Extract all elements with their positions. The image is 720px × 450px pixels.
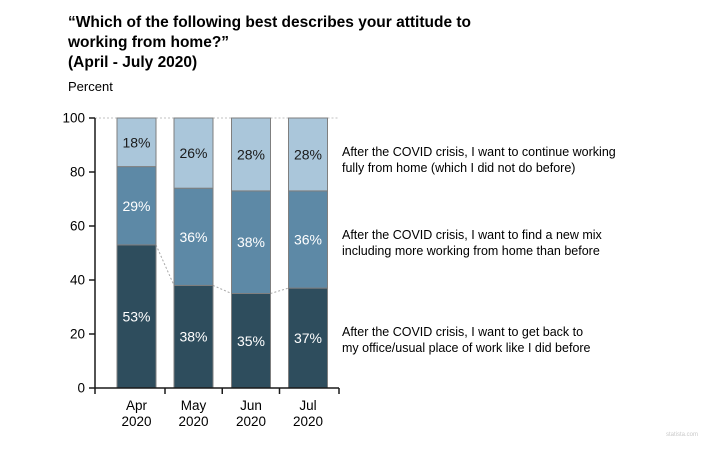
bar-value-label: 35% <box>237 333 265 349</box>
y-axis-tick-label: 60 <box>70 219 85 234</box>
y-axis-tick-label: 20 <box>70 327 85 342</box>
bar-segment <box>173 187 214 286</box>
chart-title-line1: “Which of the following best describes y… <box>68 14 472 31</box>
x-axis-category-label: 2020 <box>236 414 266 429</box>
x-axis-category-label: Apr <box>126 398 148 413</box>
x-axis-category-label: Jun <box>240 398 262 413</box>
x-axis-category-label: 2020 <box>121 414 151 429</box>
y-axis-unit-label: Percent <box>68 79 113 94</box>
legend-item-back-to-office: After the COVID crisis, I want to get ba… <box>342 324 682 356</box>
y-axis-tick-label: 0 <box>77 381 85 396</box>
legend-text-line: After the COVID crisis, I want to find a… <box>342 228 602 242</box>
bar-value-label: 38% <box>237 234 265 250</box>
bar-segment <box>288 287 328 389</box>
bar-segment <box>116 166 157 246</box>
bar-segment <box>288 117 328 192</box>
legend-item-continue-fully-home: After the COVID crisis, I want to contin… <box>342 144 682 176</box>
chart-title-line2: working from home?” <box>68 34 230 51</box>
bar-segment <box>173 117 214 189</box>
legend-text-line: After the COVID crisis, I want to get ba… <box>342 325 584 339</box>
bar-value-label: 29% <box>122 198 150 214</box>
segment-connector-line <box>270 287 289 294</box>
x-axis-category-label: May <box>181 398 207 413</box>
bar-segment <box>288 190 328 289</box>
bar-segment <box>116 117 157 168</box>
x-axis-category-label: Jul <box>299 398 316 413</box>
legend-text-line: After the COVID crisis, I want to contin… <box>342 145 616 159</box>
x-axis-category-label: 2020 <box>293 414 323 429</box>
y-axis-tick-label: 80 <box>70 165 85 180</box>
segment-connector-line <box>212 284 232 294</box>
bar-segment <box>173 284 214 389</box>
y-axis-tick-label: 40 <box>70 273 85 288</box>
y-axis-tick-label: 100 <box>62 111 85 126</box>
chart-title-line3: (April - July 2020) <box>68 54 198 71</box>
x-axis-category-label: 2020 <box>178 414 208 429</box>
legend-item-new-mix: After the COVID crisis, I want to find a… <box>342 227 682 259</box>
watermark: statista.com <box>666 432 699 438</box>
bar-value-label: 18% <box>122 134 150 150</box>
bar-value-label: 36% <box>179 229 207 245</box>
bar-value-label: 28% <box>237 146 265 162</box>
bar-value-label: 38% <box>179 329 207 345</box>
bar-value-label: 37% <box>294 330 322 346</box>
chart-title: “Which of the following best describes y… <box>68 13 471 73</box>
legend-text-line: my office/usual place of work like I did… <box>342 341 591 355</box>
bar-value-label: 36% <box>294 232 322 248</box>
bar-value-label: 53% <box>122 308 150 324</box>
bar-segment <box>231 117 271 192</box>
legend-text-line: fully from home (which I did not do befo… <box>342 161 576 175</box>
legend-text-line: including more working from home than be… <box>342 244 600 258</box>
bar-value-label: 28% <box>294 146 322 162</box>
bar-segment <box>231 190 271 294</box>
segment-connector-line <box>155 244 175 286</box>
bar-value-label: 26% <box>179 145 207 161</box>
